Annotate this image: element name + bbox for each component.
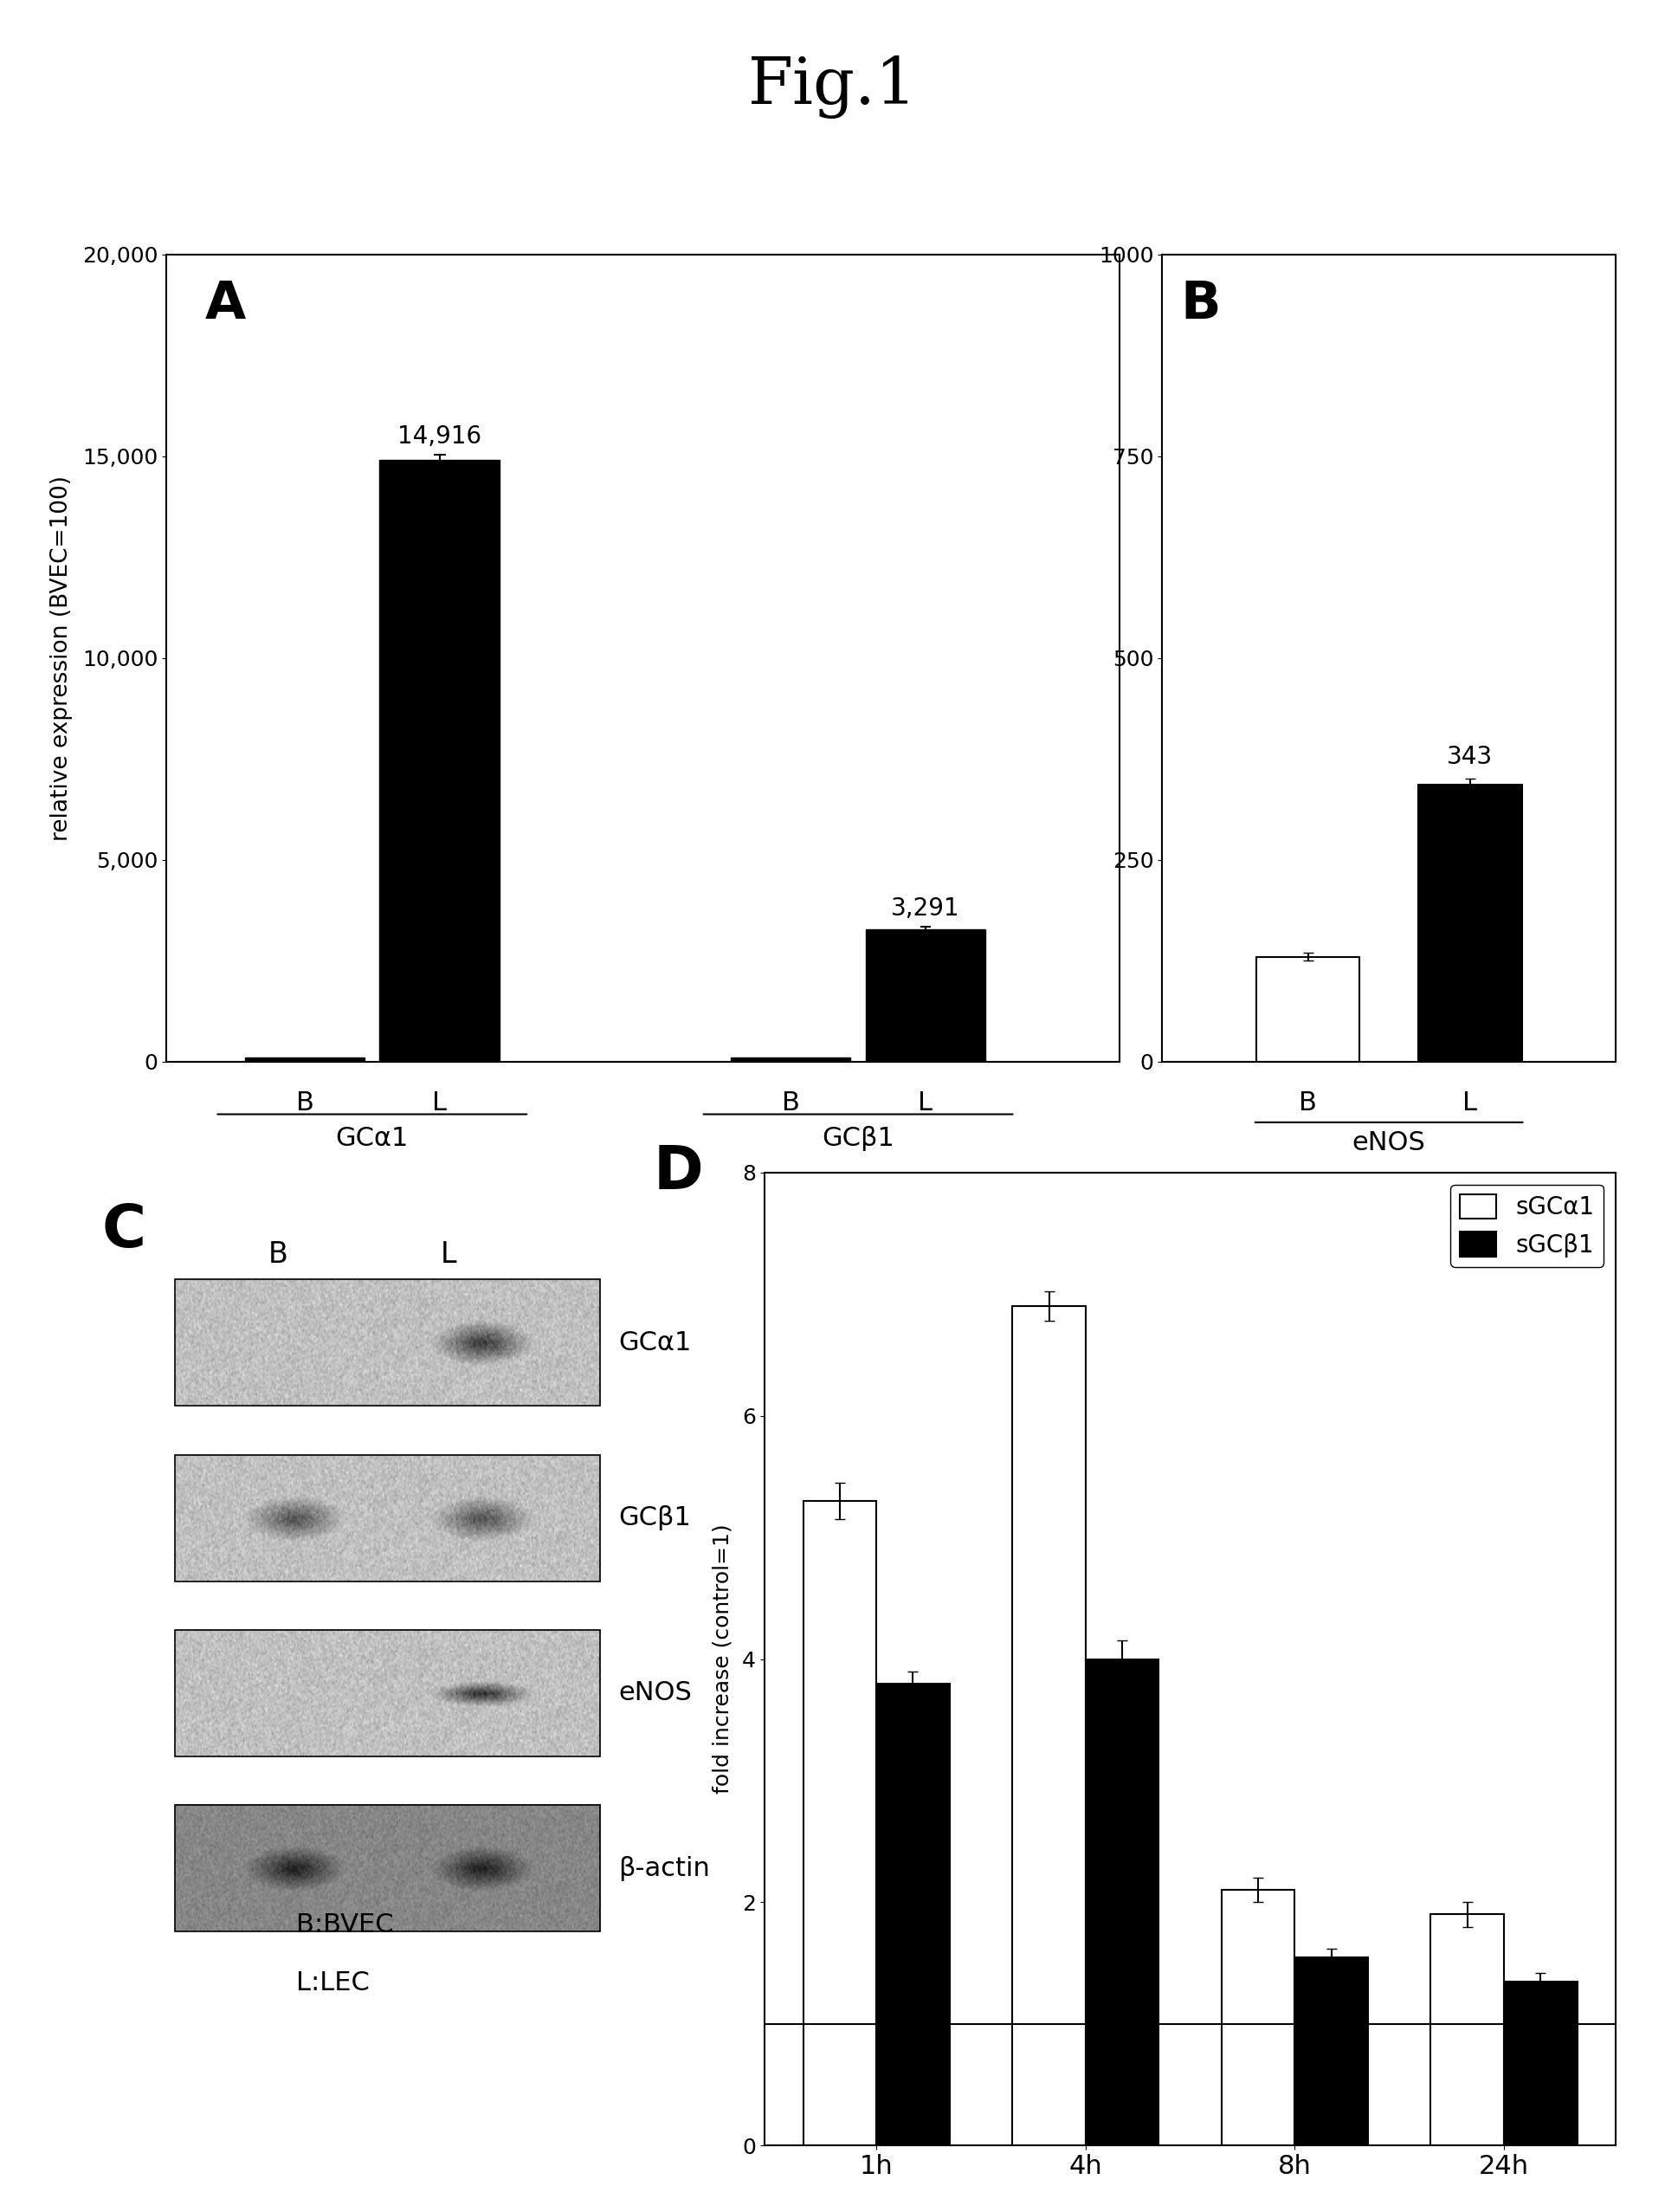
Bar [245,1057,365,1062]
Text: B: B [1179,279,1220,330]
Bar [175,1805,599,1931]
Text: L: L [440,1241,456,1270]
Text: eNOS: eNOS [618,1681,691,1705]
Bar [1294,1958,1367,2146]
Bar [1417,785,1522,1062]
Bar [1220,1889,1294,2146]
Text: B:BVEC: B:BVEC [296,1911,393,1938]
Text: Fig.1: Fig.1 [748,55,917,119]
Text: B: B [781,1091,799,1115]
Bar [1430,1916,1503,2146]
Text: 14,916: 14,916 [398,425,481,449]
Bar [731,1057,851,1062]
Text: L: L [1462,1091,1477,1115]
Legend: sGCα1, sGCβ1: sGCα1, sGCβ1 [1450,1183,1603,1267]
Text: eNOS: eNOS [1352,1130,1425,1155]
Bar [380,460,499,1062]
Text: L: L [917,1091,932,1115]
Text: L:LEC: L:LEC [296,1971,370,1995]
Text: B: B [296,1091,313,1115]
Text: B: B [1299,1091,1317,1115]
Bar [866,929,984,1062]
Bar [175,1630,599,1756]
Text: β-actin: β-actin [618,1856,709,1880]
Y-axis label: relative expression (BVEC=100): relative expression (BVEC=100) [50,476,73,841]
Y-axis label: fold increase (control=1): fold increase (control=1) [711,1524,733,1794]
Text: B: B [268,1241,288,1270]
Bar [803,1502,876,2146]
Text: GCβ1: GCβ1 [618,1506,691,1531]
Bar [876,1683,949,2146]
Bar [1012,1305,1086,2146]
Text: 3,291: 3,291 [891,896,959,920]
Text: L: L [431,1091,446,1115]
Bar [1086,1659,1159,2146]
Text: D: D [653,1144,703,1201]
Bar [1255,958,1359,1062]
Text: GCα1: GCα1 [335,1126,408,1152]
Bar [175,1279,599,1407]
Bar [175,1455,599,1582]
Text: GCα1: GCα1 [618,1329,691,1356]
Text: C: C [102,1201,147,1259]
Bar [1503,1982,1577,2146]
Text: A: A [205,279,245,330]
Text: GCβ1: GCβ1 [821,1126,894,1152]
Text: 343: 343 [1447,745,1492,770]
